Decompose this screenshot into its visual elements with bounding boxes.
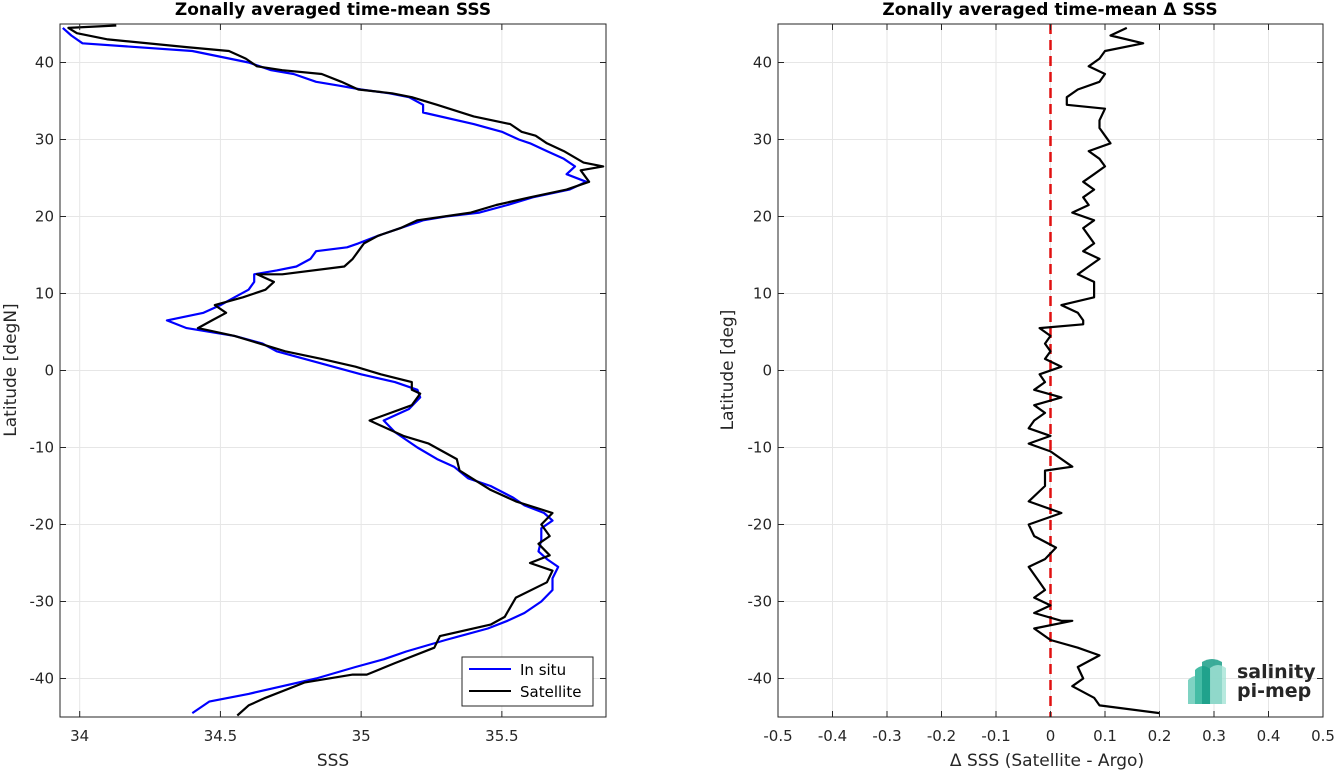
right-x-tick-label: -0.2 [927,727,956,745]
legend-label-in-situ: In situ [520,661,566,679]
right-x-tick-label: -0.5 [763,727,792,745]
left-y-tick-label: 40 [35,54,54,72]
left-y-tick-label: 0 [44,362,54,380]
left-chart-title: Zonally averaged time-mean SSS [175,0,491,20]
right-y-tick-label: -40 [748,670,773,688]
logo-text-line1: salinity [1237,661,1316,683]
right-y-tick-label: 40 [753,54,772,72]
right-x-tick-label: -0.1 [981,727,1010,745]
legend-box [461,656,594,707]
right-x-tick-label: 0.5 [1311,727,1335,745]
left-series-group [62,24,605,717]
right-panel: -0.5 -0.4 -0.3 -0.2 -0.1 0 0.1 0.2 0.3 0.4 0.5 -40 -… [718,0,1335,770]
right-y-tick-label: 20 [753,208,772,226]
legend-label-satellite: Satellite [520,683,581,701]
left-y-axis-label: Latitude [degN] [1,303,21,436]
right-y-tick-label: 10 [753,285,772,303]
left-y-tick-label: 20 [35,208,54,226]
left-ticks: 34 34.5 35 35.5 -40 -30 -20 -10 0 10 20 30 40 [30,24,606,745]
right-x-tick-label: -0.3 [872,727,901,745]
left-grid [60,24,606,717]
right-y-tick-label: -10 [748,439,773,457]
legend: In situ Satellite [461,656,594,707]
right-x-tick-label: 0.3 [1202,727,1226,745]
left-y-tick-label: -40 [30,670,55,688]
left-y-tick-label: -20 [30,516,55,534]
right-x-tick-label: 0.4 [1257,727,1281,745]
logo-text-line2: pi-mep [1237,680,1311,702]
right-series-line-0 [1027,26,1160,715]
right-y-tick-label: 0 [762,362,772,380]
right-y-tick-label: -20 [748,516,773,534]
left-y-tick-label: -30 [30,593,55,611]
left-x-tick-label: 34 [70,727,89,745]
right-x-axis-label: Δ SSS (Satellite - Argo) [950,751,1144,770]
right-x-tick-label: 0.1 [1093,727,1117,745]
left-x-axis-label: SSS [317,751,349,770]
left-series-line-in-situ [62,27,588,715]
right-x-tick-label: -0.4 [818,727,847,745]
right-y-axis-label: Latitude [deg] [718,310,738,431]
right-x-tick-label: 0 [1046,727,1056,745]
left-series-line-satellite [67,24,605,717]
logo-wave-icon [1188,659,1226,704]
left-x-tick-label: 35 [352,727,371,745]
right-ticks: -0.5 -0.4 -0.3 -0.2 -0.1 0 0.1 0.2 0.3 0.4 0.5 -40 -… [748,24,1335,745]
left-y-tick-label: 10 [35,285,54,303]
right-x-tick-label: 0.2 [1148,727,1172,745]
right-y-tick-label: -30 [748,593,773,611]
salinity-pi-mep-logo: salinity pi-mep [1188,659,1316,704]
right-series-group [1027,26,1160,715]
left-x-tick-label: 35.5 [485,727,518,745]
right-y-tick-label: 30 [753,131,772,149]
left-panel: 34 34.5 35 35.5 -40 -30 -20 -10 0 10 20 30 40 Zonall… [1,0,607,770]
left-y-tick-label: -10 [30,439,55,457]
right-chart-title: Zonally averaged time-mean Δ SSS [882,0,1217,20]
left-x-tick-label: 34.5 [204,727,237,745]
left-y-tick-label: 30 [35,131,54,149]
